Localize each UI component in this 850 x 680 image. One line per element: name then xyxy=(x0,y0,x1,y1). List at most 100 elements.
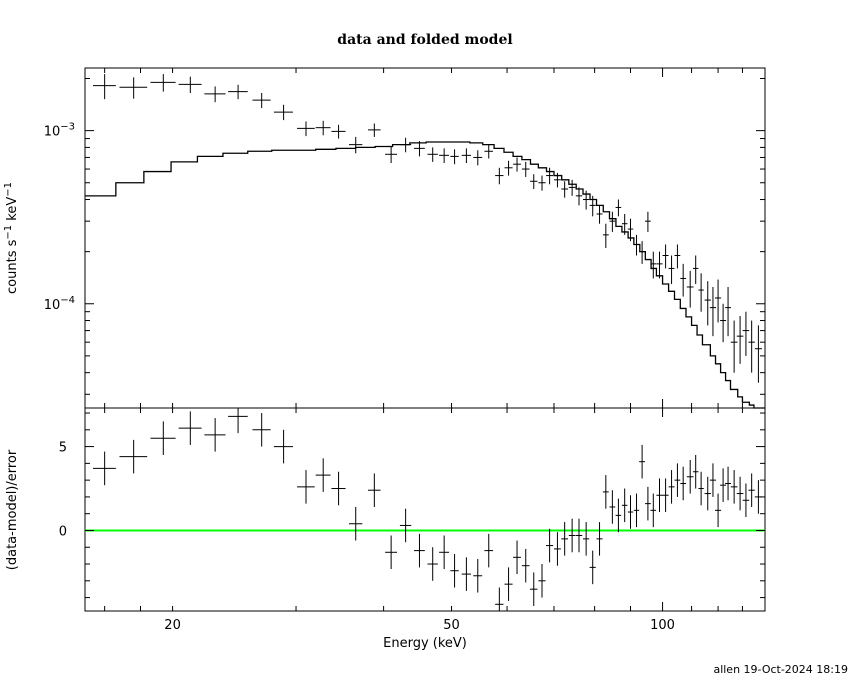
data-point xyxy=(331,124,346,139)
data-point xyxy=(439,148,450,164)
residual-point xyxy=(546,528,554,563)
data-point xyxy=(561,181,569,198)
data-point xyxy=(530,174,538,190)
data-point xyxy=(686,270,694,308)
folded-model xyxy=(85,141,765,409)
data-point xyxy=(504,160,513,176)
data-point xyxy=(662,244,669,269)
data-point xyxy=(204,86,226,103)
model-step-line xyxy=(85,141,765,409)
residual-point xyxy=(639,444,646,479)
top-y-axis-label: counts s−1 keV−1 xyxy=(3,182,20,294)
residual-point xyxy=(668,470,675,504)
y-tick-label: 0 xyxy=(59,524,67,539)
data-point xyxy=(399,137,412,153)
data-point xyxy=(252,92,271,109)
residual-point xyxy=(754,480,762,514)
residual-point xyxy=(461,557,471,591)
data-point xyxy=(568,179,576,196)
residual-point xyxy=(273,429,293,464)
data-point xyxy=(754,325,762,383)
residual-point xyxy=(621,488,628,523)
residual-point xyxy=(385,535,398,570)
residual-point xyxy=(602,475,609,509)
data-point xyxy=(589,195,596,217)
data-point xyxy=(484,144,494,159)
residual-point xyxy=(553,532,561,566)
data-point xyxy=(553,172,561,188)
residual-point xyxy=(596,522,603,556)
residual-point xyxy=(615,498,622,533)
residual-point xyxy=(575,518,583,553)
data-point xyxy=(709,286,717,337)
residual-point xyxy=(204,418,226,452)
residual-point xyxy=(504,567,513,601)
data-point xyxy=(680,263,686,297)
data-point xyxy=(546,167,554,185)
residual-point xyxy=(674,463,681,497)
top-panel: 10−3 10−4 counts s−1 keV−1 xyxy=(3,67,766,409)
residual-point xyxy=(709,463,717,497)
data-point xyxy=(178,76,202,93)
residual-point xyxy=(331,471,346,506)
y-tick-label: 10−4 xyxy=(44,295,75,313)
data-point xyxy=(668,255,675,285)
residual-point xyxy=(736,476,744,511)
data-point xyxy=(575,187,583,206)
data-point xyxy=(748,320,755,373)
data-point xyxy=(513,157,521,172)
data-point xyxy=(427,147,438,162)
residual-point xyxy=(178,411,202,445)
data-point xyxy=(228,84,248,100)
data-point xyxy=(602,223,609,248)
residual-point xyxy=(627,495,634,529)
data-point xyxy=(367,123,381,137)
residual-point xyxy=(228,408,248,434)
residual-point xyxy=(568,518,576,553)
residual-point xyxy=(742,483,750,518)
data-point xyxy=(645,211,651,232)
data-point xyxy=(633,234,640,256)
x-axis-label: Energy (keV) xyxy=(383,636,467,651)
residual-point xyxy=(720,468,727,502)
data-points xyxy=(93,74,762,383)
bottom-y-axis-label: (data-model)/error xyxy=(5,449,20,570)
residual-point xyxy=(704,476,711,511)
data-point xyxy=(627,218,634,242)
residual-point xyxy=(662,478,669,513)
residual-point xyxy=(686,460,694,494)
data-point xyxy=(609,211,616,232)
residual-point xyxy=(439,535,450,570)
data-point xyxy=(297,121,315,137)
y-tick-label: 5 xyxy=(59,441,67,456)
data-point xyxy=(650,251,657,279)
residual-point xyxy=(748,473,755,507)
bottom-axis-ticks xyxy=(85,408,765,611)
data-point xyxy=(473,150,483,166)
y-tick-label: 10−3 xyxy=(44,122,75,140)
data-point xyxy=(538,175,546,191)
residual-point xyxy=(367,473,381,507)
data-point xyxy=(639,241,646,264)
data-point xyxy=(621,213,628,235)
residual-point xyxy=(645,486,651,521)
chart-title: data and folded model xyxy=(337,32,512,48)
data-point xyxy=(674,244,681,269)
data-point xyxy=(495,167,504,185)
residual-point xyxy=(609,490,616,524)
footer-stamp: allen 19-Oct-2024 18:19 xyxy=(713,663,848,676)
residual-point xyxy=(680,466,686,501)
data-point xyxy=(698,273,704,312)
x-tick-labels: 20 50 100 xyxy=(164,618,675,633)
residual-point xyxy=(495,587,504,611)
data-point xyxy=(615,199,622,217)
residual-point xyxy=(582,522,590,556)
top-y-tick-labels: 10−3 10−4 xyxy=(44,122,75,313)
residual-point xyxy=(119,439,148,474)
data-point xyxy=(461,148,471,164)
residual-point xyxy=(297,470,315,504)
data-point xyxy=(742,311,750,356)
residual-point xyxy=(589,550,596,585)
residual-point xyxy=(561,522,569,556)
